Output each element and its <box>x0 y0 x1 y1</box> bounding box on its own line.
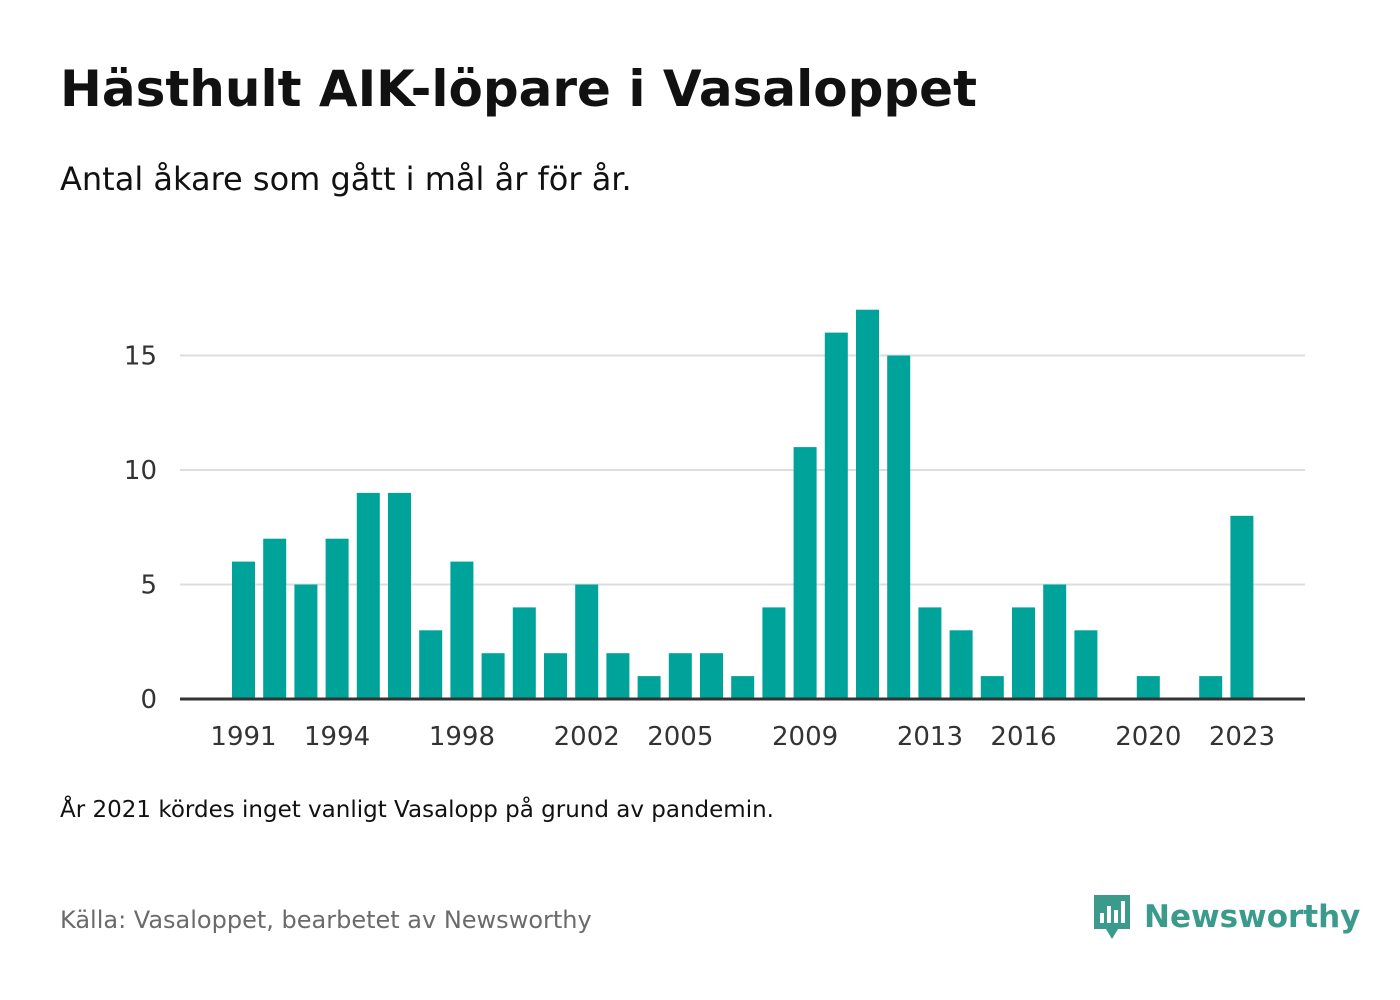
chart-subtitle: Antal åkare som gått i mål år för år. <box>60 160 632 198</box>
x-tick-label: 2002 <box>554 722 620 752</box>
bar-2017 <box>1043 584 1067 699</box>
bar-2018 <box>1074 630 1098 699</box>
x-tick-label: 2016 <box>990 722 1056 752</box>
x-tick-label: 1994 <box>304 722 370 752</box>
bar-1997 <box>419 630 443 699</box>
x-tick-label: 2020 <box>1115 722 1181 752</box>
bar-2013 <box>918 607 942 699</box>
bar-2016 <box>1012 607 1035 699</box>
bar-2001 <box>544 653 567 699</box>
bar-2015 <box>980 676 1004 699</box>
bar-2008 <box>762 607 786 699</box>
bar-2002 <box>575 584 599 699</box>
x-tick-label: 2005 <box>647 722 713 752</box>
bar-2009 <box>793 447 817 699</box>
y-tick-label: 10 <box>124 456 157 486</box>
bar-1991 <box>232 561 255 699</box>
bar-1998 <box>450 561 474 699</box>
chart-title: Hästhult AIK-löpare i Vasaloppet <box>60 60 977 118</box>
source-credit: Källa: Vasaloppet, bearbetet av Newswort… <box>60 906 592 934</box>
y-tick-label: 15 <box>124 342 157 372</box>
bar-2010 <box>824 332 848 699</box>
bar-1999 <box>481 653 505 699</box>
bar-1995 <box>356 492 380 699</box>
bar-1996 <box>388 492 411 699</box>
bar-2005 <box>668 653 692 699</box>
bar-1992 <box>263 538 287 699</box>
bar-2022 <box>1199 676 1223 699</box>
bar-2004 <box>637 676 661 699</box>
y-tick-label: 0 <box>140 685 157 715</box>
bar-2011 <box>856 309 879 699</box>
bars <box>232 309 1254 699</box>
bar-1994 <box>325 538 349 699</box>
x-tick-label: 2023 <box>1209 722 1275 752</box>
chart-footnote: År 2021 kördes inget vanligt Vasalopp på… <box>60 797 774 823</box>
gridlines <box>180 354 1305 586</box>
bar-2000 <box>512 607 536 699</box>
bar-2020 <box>1136 676 1160 699</box>
bar-2006 <box>700 653 723 699</box>
x-tick-label: 2009 <box>772 722 838 752</box>
y-tick-label: 5 <box>140 571 157 601</box>
bar-2012 <box>887 355 911 699</box>
brand-name: Newsworthy <box>1144 899 1361 935</box>
x-tick-label: 2013 <box>897 722 963 752</box>
bar-2007 <box>731 676 755 699</box>
bar-1993 <box>294 584 318 699</box>
x-tick-label: 1998 <box>429 722 495 752</box>
bar-2003 <box>606 653 630 699</box>
brand-logo: Newsworthy <box>1092 893 1360 941</box>
axes: 0 5 10 15 1991 1994 1998 2002 2005 2009 2013 2016 20… <box>124 342 1305 752</box>
bar-2023 <box>1230 515 1254 699</box>
bar-2014 <box>949 630 973 699</box>
x-tick-label: 1991 <box>210 722 276 752</box>
newsworthy-logo-icon <box>1094 895 1130 939</box>
